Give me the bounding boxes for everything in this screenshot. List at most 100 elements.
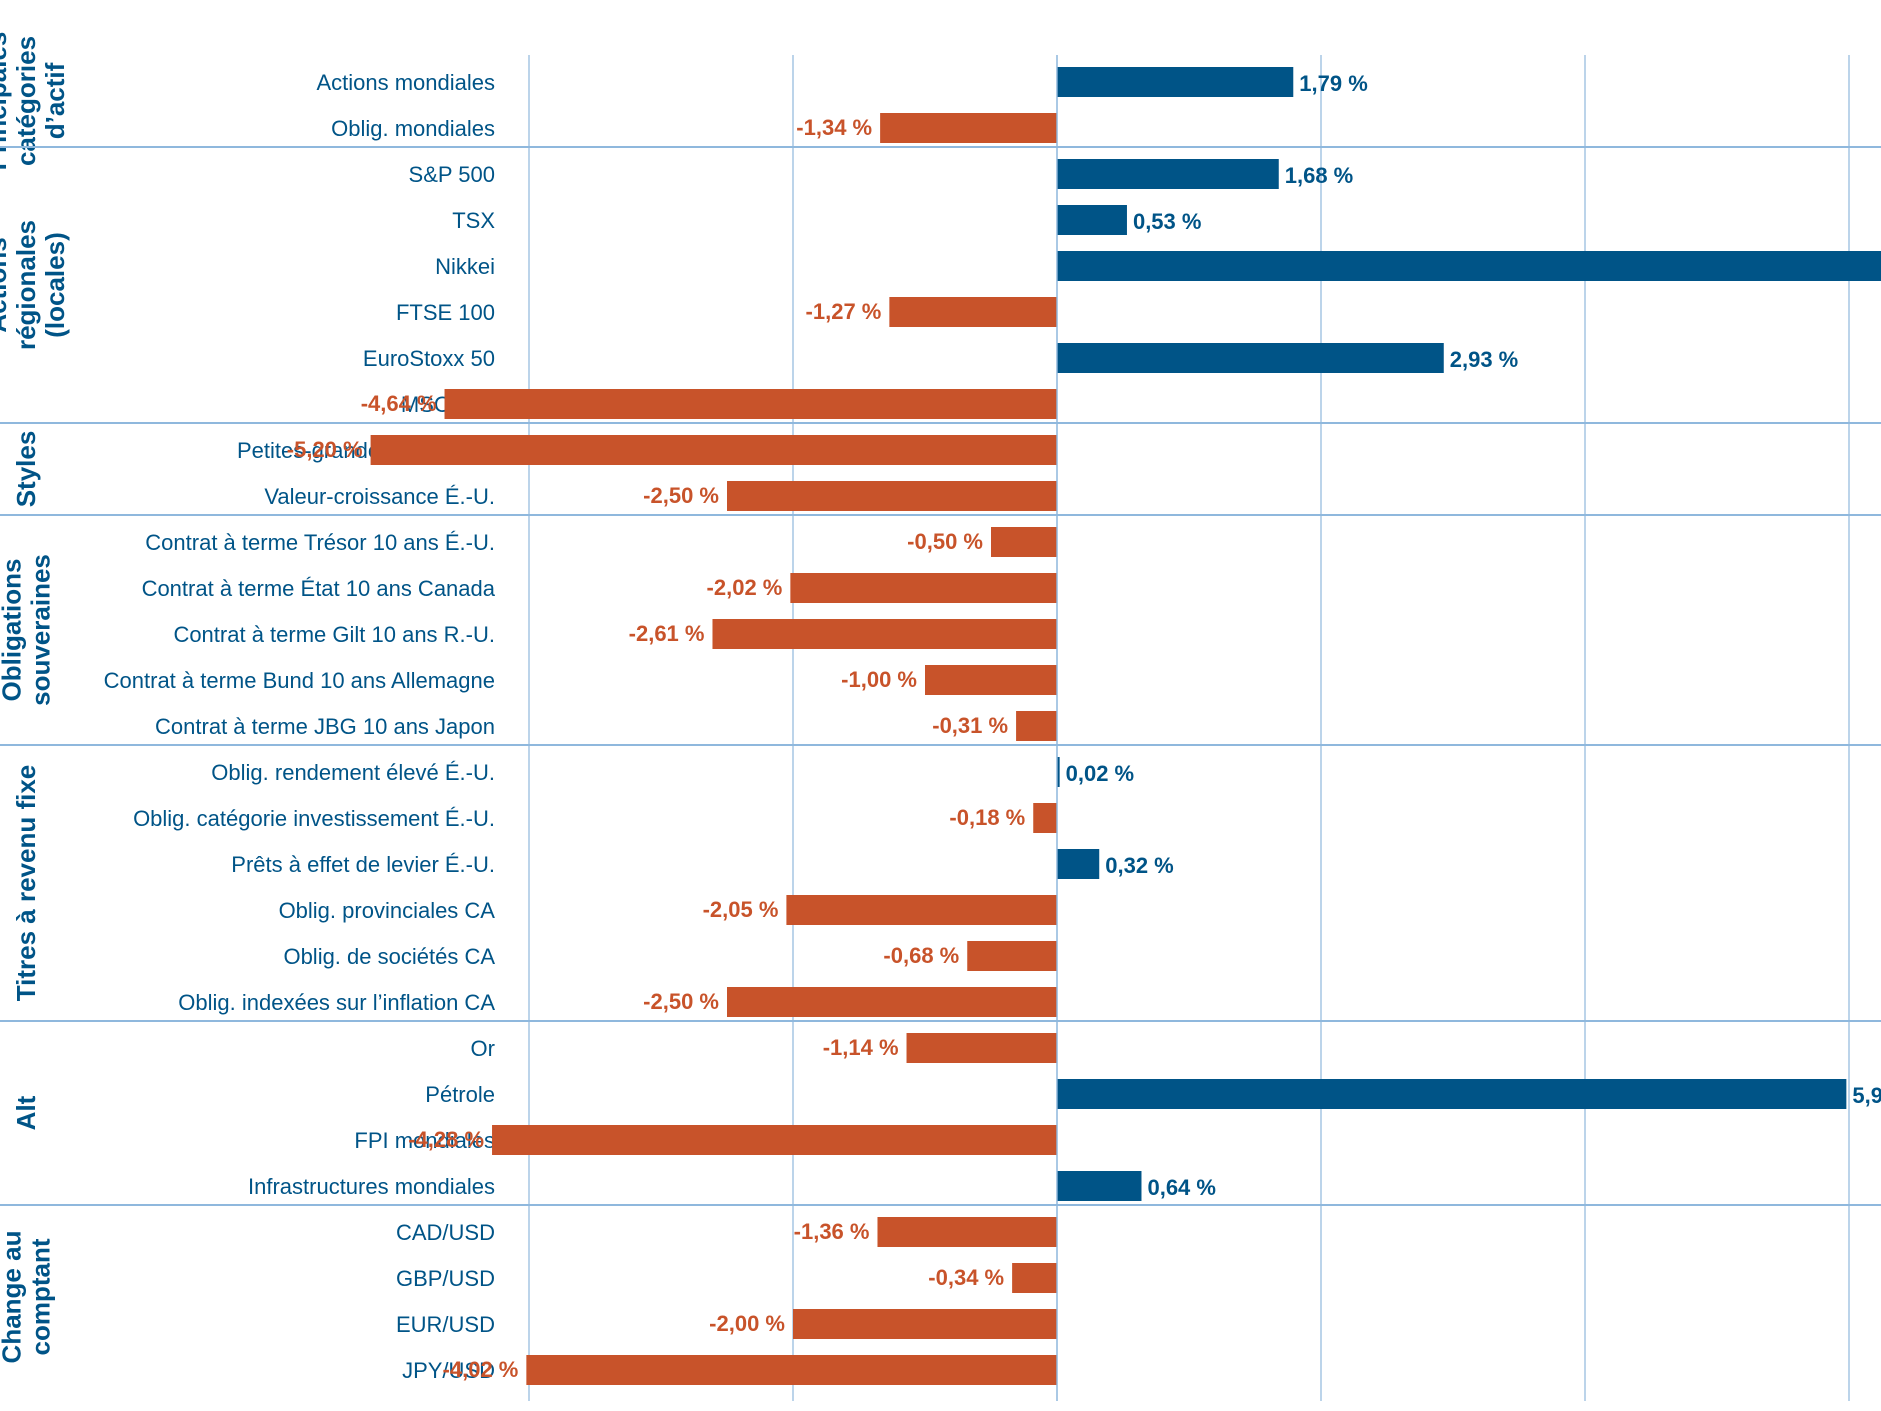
category-label: Valeur-croissance É.-U. <box>264 484 495 509</box>
category-label: EUR/USD <box>396 1312 495 1337</box>
value-label: -1,27 % <box>806 299 882 324</box>
group-title-line: régionales <box>11 220 41 350</box>
group-title-line: catégories <box>11 36 41 166</box>
group-title-line: Styles <box>11 431 41 508</box>
value-label: -0,50 % <box>907 529 983 554</box>
group-title: Actionsrégionales(locales) <box>0 220 70 350</box>
group-title-line: comptant <box>26 1238 56 1355</box>
group-title: Change aucomptant <box>0 1231 56 1364</box>
value-label: -1,00 % <box>841 667 917 692</box>
bar <box>444 389 1057 419</box>
category-label: Or <box>471 1036 495 1061</box>
group-title-line: souveraines <box>26 554 56 706</box>
bar <box>1057 67 1294 97</box>
group-title-line: d’actif <box>40 62 70 139</box>
bar <box>1057 343 1444 373</box>
bar <box>925 665 1057 695</box>
category-label: Contrat à terme JBG 10 ans Japon <box>155 714 495 739</box>
group-title-line: Principales <box>0 32 12 171</box>
category-label: Contrat à terme Gilt 10 ans R.-U. <box>173 622 495 647</box>
group-title-line: Change au <box>0 1231 27 1364</box>
bar <box>370 435 1058 465</box>
value-label: 5,98 % <box>1852 1083 1881 1108</box>
value-label: 0,02 % <box>1066 761 1135 786</box>
value-label: 2,93 % <box>1450 347 1519 372</box>
category-label: GBP/USD <box>396 1266 495 1291</box>
value-label: 1,68 % <box>1285 163 1354 188</box>
group-title: Principalescatégoriesd’actif <box>0 32 70 171</box>
value-label: -4,64 % <box>361 391 437 416</box>
category-label: Pétrole <box>425 1082 495 1107</box>
group-title-line: Actions <box>0 237 12 332</box>
value-label: -2,02 % <box>707 575 783 600</box>
category-label: TSX <box>452 208 495 233</box>
group-title: Obligationssouveraines <box>0 554 56 706</box>
bar <box>1057 757 1060 787</box>
bar <box>1012 1263 1057 1293</box>
value-label: -2,05 % <box>703 897 779 922</box>
group-title: Titres à revenu fixe <box>11 765 41 1002</box>
category-label: JPY/USD <box>402 1358 495 1383</box>
category-label: Oblig. provinciales CA <box>279 898 496 923</box>
category-label: FPI mondiales <box>354 1128 495 1153</box>
group-title-line: Titres à revenu fixe <box>11 765 41 1002</box>
bar <box>727 481 1057 511</box>
bar <box>906 1033 1057 1063</box>
bar <box>793 1309 1057 1339</box>
bar <box>967 941 1057 971</box>
value-label: -0,31 % <box>932 713 1008 738</box>
category-label: CAD/USD <box>396 1220 495 1245</box>
value-label: 0,32 % <box>1105 853 1174 878</box>
category-label: Infrastructures mondiales <box>248 1174 495 1199</box>
group-title-line: Alt <box>11 1095 41 1130</box>
bar <box>1057 159 1279 189</box>
value-label: 1,79 % <box>1299 71 1368 96</box>
category-label: Contrat à terme Trésor 10 ans É.-U. <box>145 530 495 555</box>
category-label: Prêts à effet de levier É.-U. <box>231 852 495 877</box>
bar <box>1057 251 1881 281</box>
bar <box>889 297 1057 327</box>
value-label: -0,18 % <box>949 805 1025 830</box>
value-label: 0,53 % <box>1133 209 1202 234</box>
value-label: -1,36 % <box>794 1219 870 1244</box>
category-label: Oblig. de sociétés CA <box>283 944 495 969</box>
value-label: -5,20 % <box>287 437 363 462</box>
bar <box>727 987 1057 1017</box>
bar <box>526 1355 1057 1385</box>
value-label: -1,14 % <box>823 1035 899 1060</box>
group-title: Styles <box>11 431 41 508</box>
category-label: S&P 500 <box>409 162 495 187</box>
bar <box>1033 803 1057 833</box>
value-label: -0,34 % <box>928 1265 1004 1290</box>
group-title-line: (locales) <box>40 232 70 338</box>
category-label: EuroStoxx 50 <box>363 346 495 371</box>
bar <box>790 573 1057 603</box>
bar <box>1057 1079 1847 1109</box>
category-label: Contrat à terme Bund 10 ans Allemagne <box>104 668 495 693</box>
value-label: -4,02 % <box>443 1357 519 1382</box>
bar <box>1057 205 1127 235</box>
category-label: Oblig. indexées sur l’inflation CA <box>178 990 495 1015</box>
value-label: 0,64 % <box>1147 1175 1216 1200</box>
bar <box>1057 1171 1142 1201</box>
value-label: -2,50 % <box>643 989 719 1014</box>
group-title: Alt <box>11 1095 41 1130</box>
value-label: -2,61 % <box>629 621 705 646</box>
category-label: FTSE 100 <box>396 300 495 325</box>
bar <box>1057 849 1100 879</box>
value-label: -2,50 % <box>643 483 719 508</box>
bar <box>1016 711 1057 741</box>
value-label: -1,34 % <box>796 115 872 140</box>
bar <box>786 895 1057 925</box>
bar <box>991 527 1057 557</box>
bar <box>492 1125 1057 1155</box>
category-label: Contrat à terme État 10 ans Canada <box>142 576 496 601</box>
group-title-line: Obligations <box>0 559 27 702</box>
category-label: Oblig. mondiales <box>331 116 495 141</box>
value-label: -2,00 % <box>709 1311 785 1336</box>
bar <box>712 619 1057 649</box>
category-label: Oblig. rendement élevé É.-U. <box>211 760 495 785</box>
value-label: -4,28 % <box>408 1127 484 1152</box>
